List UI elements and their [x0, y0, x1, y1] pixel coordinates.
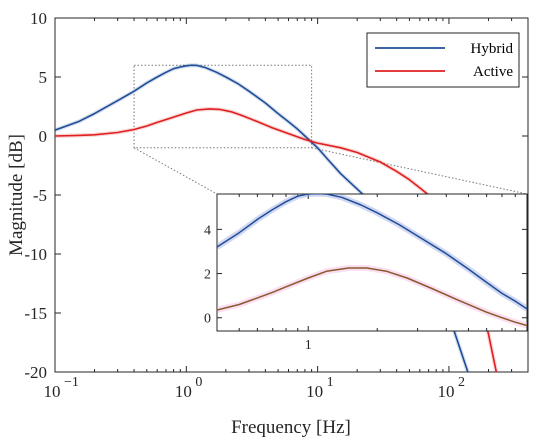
inset-series-group: [217, 194, 527, 329]
x-axis-label: Frequency [Hz]: [231, 417, 351, 438]
y-axis-label: Magnitude [dB]: [6, 134, 27, 256]
y-tick-label: -15: [24, 304, 47, 323]
y-tick-label: 5: [39, 68, 48, 87]
legend: Hybrid Active: [366, 32, 520, 88]
legend-label-active: Active: [473, 64, 513, 80]
inset-series-line: [217, 194, 527, 310]
x-tick-exponent: 2: [458, 375, 465, 390]
x-tick-exponent: −1: [64, 375, 79, 390]
zoom-indicator: [133, 64, 528, 195]
main-tick-marks: [54, 17, 529, 373]
inset-x-tick-label: 1: [305, 338, 312, 353]
inset-tick-marks: [216, 194, 528, 331]
y-tick-label: -5: [33, 186, 47, 205]
x-tick-exponent: 1: [327, 375, 334, 390]
inset-series-line: [217, 267, 527, 327]
x-tick-label: 10: [306, 382, 323, 401]
zoom-box: [133, 64, 313, 149]
x-tick-label: 10: [437, 382, 454, 401]
y-tick-label: 0: [39, 127, 48, 146]
inset-tick-labels: 1 4 2 0: [204, 223, 312, 353]
legend-box: [366, 32, 520, 88]
x-tick-label: 10: [175, 382, 192, 401]
inset-y-tick-label: 4: [204, 223, 211, 238]
y-tick-label: -20: [24, 363, 47, 382]
y-tick-label: 10: [30, 9, 47, 28]
x-tick-label: 10: [44, 382, 61, 401]
legend-label-hybrid: Hybrid: [471, 41, 514, 57]
inset-y-tick-label: 2: [204, 268, 211, 283]
y-tick-label: -10: [24, 245, 47, 264]
inset-y-tick-label: 0: [204, 312, 211, 327]
x-tick-exponent: 0: [195, 375, 202, 390]
